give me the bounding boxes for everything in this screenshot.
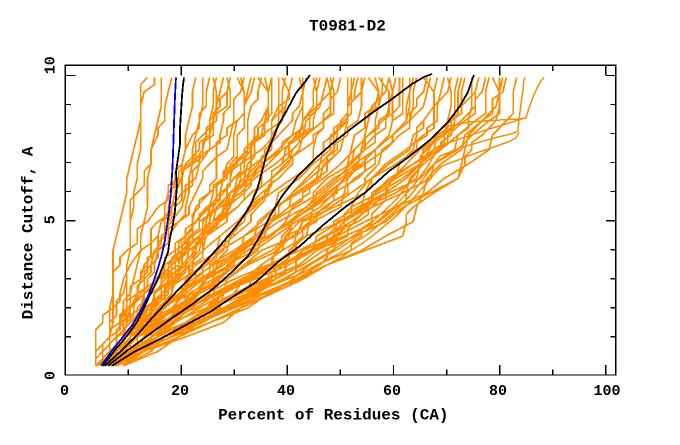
svg-text:80: 80 (489, 383, 507, 400)
svg-text:60: 60 (383, 383, 401, 400)
svg-text:0: 0 (60, 383, 69, 400)
svg-text:Percent of Residues (CA): Percent of Residues (CA) (218, 407, 448, 425)
svg-text:10: 10 (42, 56, 59, 74)
svg-text:40: 40 (277, 383, 295, 400)
svg-text:100: 100 (593, 383, 620, 400)
svg-text:Distance Cutoff, A: Distance Cutoff, A (19, 146, 37, 319)
svg-text:T0981-D2: T0981-D2 (309, 18, 386, 36)
svg-text:0: 0 (42, 371, 59, 380)
svg-text:20: 20 (171, 383, 189, 400)
svg-text:5: 5 (42, 215, 59, 224)
